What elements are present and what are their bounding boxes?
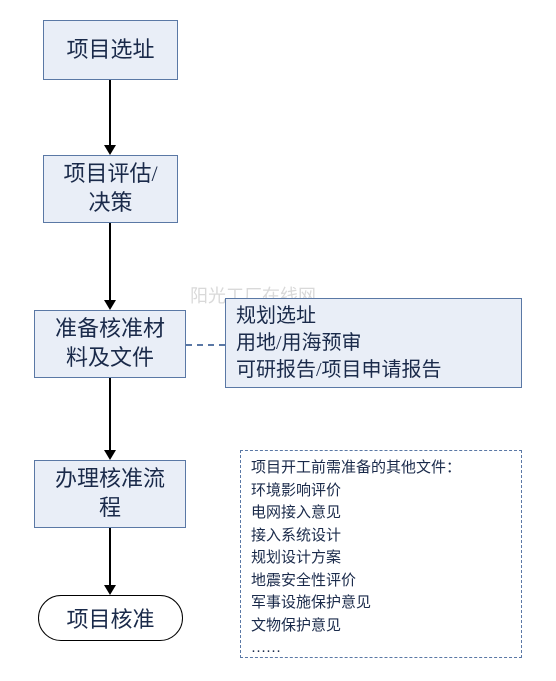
node-label: 项目选址 [66, 36, 154, 65]
sidebox-text: 规划选址 用地/用海预审 可研报告/项目申请报告 [236, 303, 442, 384]
arrow-head-icon [104, 145, 116, 155]
arrow-head-icon [104, 585, 116, 595]
node-label: 办理核准流 程 [55, 465, 165, 522]
arrow-shaft [109, 528, 111, 585]
infobox-text: 项目开工前需准备的其他文件： 环境影响评价 电网接入意见 接入系统设计 规划设计… [251, 457, 461, 660]
arrow-head-icon [104, 300, 116, 310]
infobox-other-docs: 项目开工前需准备的其他文件： 环境影响评价 电网接入意见 接入系统设计 规划设计… [240, 450, 522, 658]
arrow-shaft [109, 378, 111, 450]
arrow-head-icon [104, 450, 116, 460]
arrow-shaft [109, 80, 111, 145]
flowchart-canvas: 阳光工厂在线网 项目选址 项目评估/ 决策 准备核准材 料及文件 办理核准流 程… [0, 0, 556, 681]
node-terminal-approval: 项目核准 [38, 595, 183, 641]
node-label: 项目核准 [66, 602, 154, 634]
node-prepare-docs: 准备核准材 料及文件 [34, 310, 186, 378]
sidebox-requirements: 规划选址 用地/用海预审 可研报告/项目申请报告 [225, 298, 522, 388]
node-site-selection: 项目选址 [43, 20, 178, 80]
node-label: 准备核准材 料及文件 [55, 315, 165, 372]
node-label: 项目评估/ 决策 [63, 160, 157, 217]
dashed-connector [186, 344, 225, 346]
node-approval-process: 办理核准流 程 [34, 460, 186, 528]
arrow-shaft [109, 223, 111, 300]
node-evaluation: 项目评估/ 决策 [43, 155, 178, 223]
